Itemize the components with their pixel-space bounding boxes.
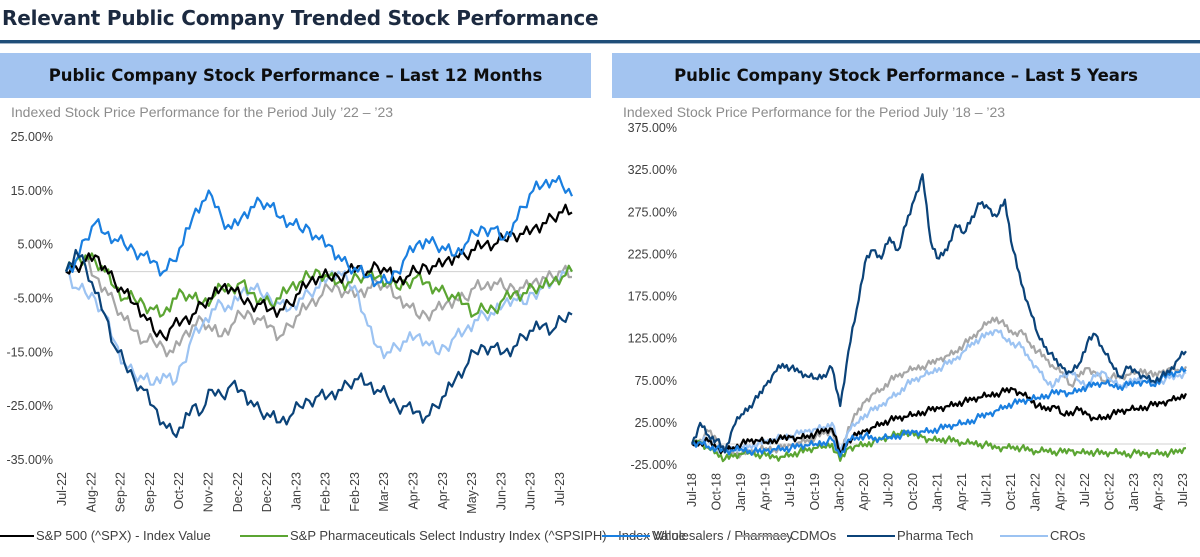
y-tick-label: 175.00% <box>628 290 677 304</box>
y-tick-label: 75.00% <box>635 374 677 388</box>
x-tick-label: Dec-22 <box>231 472 245 512</box>
legend-label: S&P Pharmaceuticals Select Industry Inde… <box>290 528 686 543</box>
x-tick-label: Oct-22 <box>1102 473 1116 511</box>
legend-swatch-cros <box>1000 534 1048 537</box>
x-tick-label: Jul-20 <box>881 473 895 507</box>
series-line-wholesalers <box>65 175 574 288</box>
series-line-cros <box>691 329 1187 454</box>
chart-subtitle-12-months: Indexed Stock Price Performance for the … <box>11 104 394 120</box>
y-tick-label: -15.00% <box>6 345 53 359</box>
x-tick-label: Sep-22 <box>114 472 128 512</box>
chart-last-5-years: 375.00% 325.00% 275.00% 225.00% 175.00% 125.0… <box>628 121 1190 511</box>
x-tick-label: Oct-21 <box>1004 473 1018 511</box>
y-tick-label: 25.00% <box>635 416 677 430</box>
y-tick-label: 225.00% <box>628 247 677 261</box>
x-tick-label: Apr-23 <box>436 472 450 510</box>
y-tick-label: 125.00% <box>628 332 677 346</box>
x-tick-label: Apr-20 <box>857 473 871 511</box>
x-tick-label: Apr-19 <box>759 473 773 511</box>
series-line-sp500 <box>691 386 1188 455</box>
x-tick-label: Apr-22 <box>1053 473 1067 511</box>
y-tick-label: 375.00% <box>628 121 677 135</box>
x-tick-label: Jul-23 <box>1176 473 1190 507</box>
legend-swatch-pharma_tech <box>847 534 895 537</box>
legend-label: S&P 500 (^SPX) - Index Value <box>36 528 211 543</box>
chart-header-12-months: Public Company Stock Performance – Last … <box>0 53 591 98</box>
series-line-sp500 <box>65 203 573 342</box>
x-tick-label: Jan-23 <box>289 472 303 510</box>
y-tick-label: 325.00% <box>628 163 677 177</box>
legend-label: CDMOs <box>790 528 837 543</box>
x-tick-label: Sep-22 <box>143 472 157 512</box>
series-line-spsiph <box>64 252 573 318</box>
chart-header-5-years: Public Company Stock Performance – Last … <box>612 53 1200 98</box>
x-tick-label: Feb-23 <box>348 472 362 512</box>
x-tick-label: Oct-18 <box>710 473 724 511</box>
series-line-spsiph <box>691 429 1187 463</box>
x-tick-label: Jan-22 <box>1029 473 1043 511</box>
y-tick-label: -5.00% <box>13 292 53 306</box>
x-tick-label: Jun-23 <box>494 472 508 510</box>
legend-label: Wholesalers / Pharmacy <box>652 528 793 543</box>
series-line-cdmos <box>65 259 573 358</box>
x-tick-label: Dec-22 <box>260 472 274 512</box>
series-line-wholesalers <box>691 366 1187 458</box>
series-line-cdmos <box>691 316 1188 459</box>
series-line-pharma_tech <box>690 173 1187 454</box>
x-tick-label: Oct-20 <box>906 473 920 511</box>
legend-item-cros: CROs <box>1000 528 1085 543</box>
chart-legend: S&P 500 (^SPX) - Index Value S&P Pharmace… <box>0 528 1200 548</box>
x-tick-label: Jan-20 <box>832 473 846 511</box>
x-tick-label: Mar-23 <box>377 472 391 512</box>
y-tick-label: 275.00% <box>628 205 677 219</box>
legend-swatch-sp500 <box>0 534 34 537</box>
x-tick-label: Oct-22 <box>172 472 186 510</box>
y-tick-label: -25.00% <box>6 399 53 413</box>
x-tick-label: Jul-22 <box>55 472 69 506</box>
x-tick-label: Jan-19 <box>734 473 748 511</box>
series-line-cros <box>65 264 573 386</box>
x-tick-label: Jun-23 <box>524 472 538 510</box>
legend-item-cdmos: CDMOs <box>740 528 836 543</box>
x-tick-label: Apr-23 <box>407 472 421 510</box>
x-tick-label: Oct-19 <box>808 473 822 511</box>
x-tick-label: Jul-18 <box>685 473 699 507</box>
series-line-pharma_tech <box>64 248 573 438</box>
title-divider <box>0 40 1200 43</box>
legend-item-spsiph: S&P Pharmaceuticals Select Industry Inde… <box>240 528 686 543</box>
title-divider-shadow <box>0 43 1200 44</box>
x-tick-label: Jan-21 <box>931 473 945 511</box>
x-tick-label: Apr-21 <box>955 473 969 511</box>
y-tick-label: 15.00% <box>11 184 53 198</box>
x-tick-label: Jan-23 <box>1127 473 1141 511</box>
x-tick-label: Nov-22 <box>201 472 215 512</box>
x-tick-label: Jul-21 <box>980 473 994 507</box>
legend-swatch-cdmos <box>740 534 788 537</box>
page-title: Relevant Public Company Trended Stock Pe… <box>2 6 599 30</box>
y-tick-label: -35.00% <box>6 453 53 467</box>
x-tick-label: Jul-22 <box>1078 473 1092 507</box>
chart-subtitle-5-years: Indexed Stock Price Performance for the … <box>623 104 1006 120</box>
legend-item-sp500: S&P 500 (^SPX) - Index Value <box>0 528 211 543</box>
legend-label: CROs <box>1050 528 1086 543</box>
legend-label: Pharma Tech <box>897 528 974 543</box>
y-tick-label: -25.00% <box>630 458 677 472</box>
x-tick-label: Jul-19 <box>783 473 797 507</box>
chart-last-12-months: 25.00% 15.00% 5.00% -5.00% -15.00% -25.00% -35… <box>6 130 574 514</box>
legend-item-wholesalers: Wholesalers / Pharmacy <box>602 528 793 543</box>
legend-swatch-spsiph <box>240 534 288 537</box>
x-tick-label: Jul-23 <box>553 472 567 506</box>
legend-swatch-wholesalers <box>602 534 650 537</box>
x-tick-label: May-23 <box>465 472 479 514</box>
y-tick-label: 25.00% <box>11 130 53 144</box>
x-tick-label: Feb-23 <box>319 472 333 512</box>
legend-item-pharma_tech: Pharma Tech <box>847 528 973 543</box>
x-tick-label: Apr-23 <box>1151 473 1165 511</box>
y-tick-label: 5.00% <box>18 238 53 252</box>
x-tick-label: Aug-22 <box>84 472 98 512</box>
